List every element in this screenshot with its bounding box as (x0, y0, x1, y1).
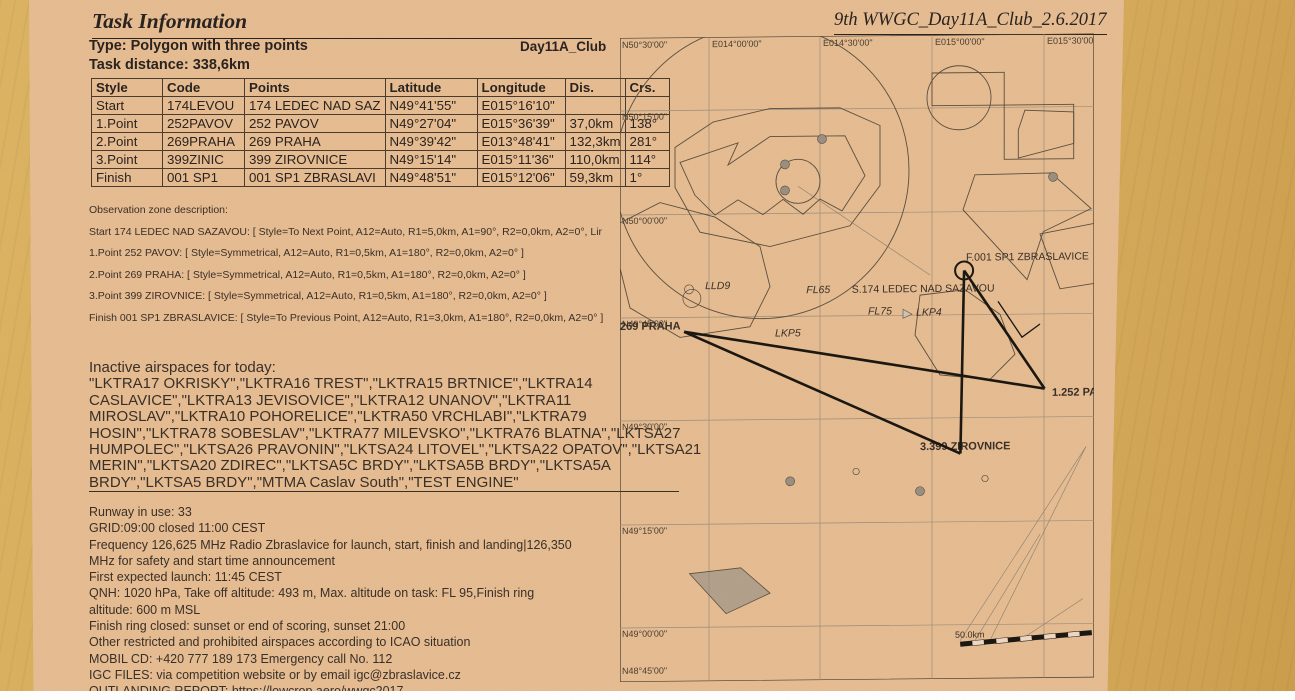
svg-text:E015°30'00": E015°30'00" (1047, 35, 1094, 45)
svg-text:LKP5: LKP5 (775, 327, 801, 339)
svg-text:N49°00'00": N49°00'00" (622, 629, 667, 639)
svg-text:LKP4: LKP4 (916, 306, 942, 318)
svg-text:E014°00'00": E014°00'00" (712, 39, 762, 49)
svg-text:N50°30'00": N50°30'00" (622, 40, 667, 50)
svg-text:50.0km: 50.0km (955, 630, 985, 640)
svg-text:N48°45'00": N48°45'00" (622, 666, 667, 676)
svg-text:E015°00'00": E015°00'00" (935, 37, 985, 47)
svg-text:N49°15'00": N49°15'00" (622, 526, 667, 536)
svg-text:1.252 PAVO: 1.252 PAVO (1052, 386, 1094, 399)
svg-text:FL75: FL75 (868, 305, 892, 317)
svg-text:N50°00'00": N50°00'00" (622, 216, 667, 226)
svg-text:269 PRAHA: 269 PRAHA (620, 320, 681, 333)
svg-text:FL65: FL65 (806, 284, 830, 296)
svg-text:E014°30'00": E014°30'00" (823, 38, 873, 48)
svg-text:N50°15'00": N50°15'00" (622, 112, 667, 122)
svg-text:LLD9: LLD9 (705, 280, 730, 292)
svg-text:F.001 SP1 ZBRASLAVICE: F.001 SP1 ZBRASLAVICE (966, 250, 1089, 263)
svg-text:N49°30'00": N49°30'00" (622, 422, 667, 432)
